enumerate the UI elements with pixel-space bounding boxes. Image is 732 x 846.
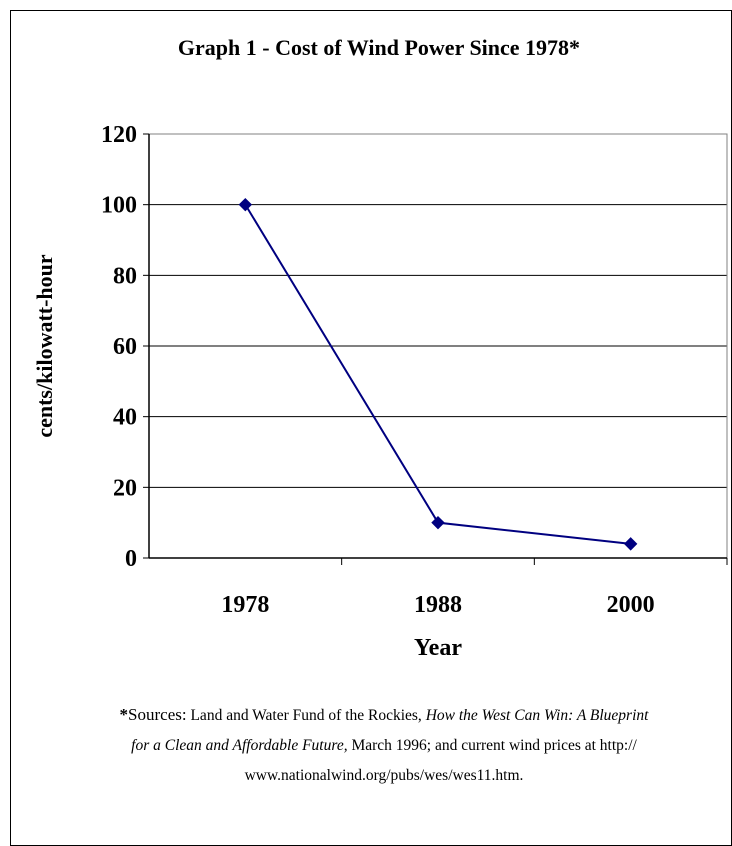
data-point-marker bbox=[623, 537, 638, 551]
footnote-text-2: March 1996; and current wind prices at h… bbox=[244, 737, 637, 784]
series-lines bbox=[244, 204, 631, 545]
sources-footnote: *Sources: Land and Water Fund of the Roc… bbox=[110, 700, 658, 791]
y-tick-label: 20 bbox=[113, 475, 137, 501]
y-tick-label: 40 bbox=[113, 405, 137, 431]
y-axis-label: cents/kilowatt-hour bbox=[32, 254, 57, 438]
y-tick-label: 120 bbox=[101, 122, 137, 148]
footnote-text-1: Land and Water Fund of the Rockies, bbox=[186, 707, 426, 724]
data-point-marker bbox=[238, 197, 253, 212]
grid-lines bbox=[149, 133, 727, 488]
chart-frame bbox=[10, 10, 732, 846]
y-tick-label: 60 bbox=[113, 334, 137, 360]
series-line bbox=[244, 204, 631, 545]
y-tick-label: 100 bbox=[101, 193, 137, 219]
axes bbox=[143, 133, 728, 565]
x-axis-label: Year bbox=[414, 635, 462, 661]
y-tick-label: 0 bbox=[125, 546, 137, 572]
x-tick-labels: 1978 1988 2000 bbox=[221, 592, 654, 618]
x-tick-label: 2000 bbox=[607, 592, 655, 618]
y-tick-label: 80 bbox=[113, 263, 137, 289]
x-tick-label: 1978 bbox=[221, 592, 269, 618]
footnote-star: * bbox=[119, 705, 129, 724]
data-point-marker bbox=[431, 515, 445, 530]
footnote-book-title: How the West Can Win: A Blueprint for a … bbox=[131, 707, 649, 754]
y-tick-labels: 0 20 40 60 80 100 120 bbox=[101, 122, 137, 572]
x-tick-label: 1988 bbox=[414, 592, 462, 618]
chart-title: Graph 1 - Cost of Wind Power Since 1978* bbox=[178, 35, 580, 60]
series-markers bbox=[238, 197, 638, 551]
footnote-label: Sources: bbox=[128, 705, 187, 724]
